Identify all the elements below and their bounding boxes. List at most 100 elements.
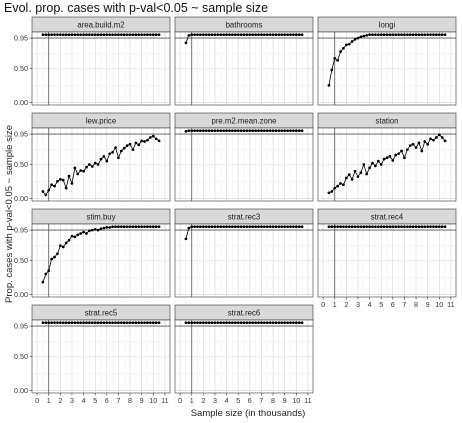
data-point	[376, 159, 380, 163]
data-point	[73, 166, 77, 170]
data-point	[50, 257, 53, 261]
data-point	[216, 321, 220, 325]
y-tick-label: 0.00	[14, 98, 28, 107]
x-tick-label: 11	[304, 396, 311, 405]
facet-panel-strat-rec4: strat.rec4 0 1 2 3 4 5 6 7 8 9 10 11	[317, 208, 457, 309]
data-point	[330, 68, 334, 72]
data-point	[262, 129, 266, 133]
data-point	[440, 225, 444, 229]
data-point	[397, 225, 400, 229]
data-point	[56, 33, 59, 37]
data-point	[344, 176, 348, 180]
data-point	[268, 225, 272, 229]
data-point	[151, 225, 155, 229]
data-point	[423, 225, 427, 229]
data-point	[111, 321, 114, 325]
panel-border	[317, 127, 457, 202]
data-point	[245, 321, 249, 325]
data-point	[283, 33, 287, 37]
data-point	[356, 36, 360, 40]
data-point	[61, 245, 65, 249]
data-point	[365, 172, 369, 176]
data-point	[70, 182, 74, 185]
data-point	[260, 225, 263, 229]
data-point	[70, 33, 74, 37]
data-point	[280, 321, 284, 325]
data-point	[397, 33, 400, 37]
facet-panel-bathrooms: bathrooms	[174, 16, 314, 106]
data-point	[280, 129, 284, 133]
data-point	[193, 225, 196, 229]
data-point	[201, 225, 205, 229]
data-point	[405, 148, 409, 151]
data-point	[339, 182, 342, 185]
data-point	[56, 252, 59, 256]
data-point	[432, 138, 435, 142]
data-point	[228, 33, 231, 37]
data-point	[400, 225, 403, 229]
data-point	[193, 33, 196, 37]
data-point	[140, 33, 144, 37]
data-point	[297, 33, 301, 37]
data-point	[90, 33, 94, 37]
data-point	[99, 321, 103, 325]
data-point	[119, 33, 123, 37]
data-point	[108, 321, 112, 325]
data-point	[385, 225, 389, 229]
data-point	[187, 129, 191, 133]
data-point	[58, 321, 62, 325]
data-point	[47, 188, 51, 192]
data-point	[248, 225, 252, 229]
data-point	[53, 321, 56, 325]
data-point	[394, 225, 398, 229]
data-point	[196, 225, 199, 229]
data-point	[382, 157, 386, 161]
data-point	[350, 40, 354, 43]
data-point	[219, 225, 223, 229]
data-point	[262, 33, 266, 37]
data-point	[236, 33, 240, 37]
data-point	[114, 225, 117, 229]
data-point	[219, 33, 223, 37]
data-point	[122, 146, 126, 150]
data-point	[327, 84, 331, 87]
data-point	[242, 321, 246, 325]
data-point	[199, 225, 202, 229]
panel-border	[174, 319, 314, 394]
data-point	[374, 225, 377, 229]
data-point	[362, 163, 366, 166]
data-point	[432, 225, 435, 229]
facet-panel-area-build-m2: area.build.m2 0.00 0.50 0.95	[14, 16, 171, 107]
data-point	[382, 225, 386, 229]
data-point	[233, 129, 237, 133]
data-point	[300, 321, 304, 325]
panel-border	[174, 223, 314, 298]
data-point	[111, 33, 114, 37]
data-point	[96, 163, 100, 166]
x-tick-label: 4	[368, 300, 372, 309]
data-point	[44, 193, 48, 197]
y-tick-label: 0.50	[14, 160, 28, 169]
data-point	[417, 225, 421, 229]
data-point	[257, 225, 260, 229]
data-point	[154, 33, 158, 37]
data-point	[216, 129, 220, 133]
x-tick-label: 1	[333, 300, 337, 309]
data-point	[134, 225, 138, 229]
x-tick-label: 5	[379, 300, 383, 309]
data-point	[64, 186, 68, 190]
data-point	[105, 159, 109, 163]
data-point	[286, 33, 289, 37]
data-point	[50, 33, 53, 37]
data-point	[140, 139, 144, 143]
chart-title: Evol. prop. cases with p-val<0.05 ~ samp…	[4, 1, 268, 15]
data-point	[108, 33, 112, 37]
data-point	[239, 225, 243, 229]
panel-border	[174, 31, 314, 106]
data-point	[90, 165, 94, 168]
data-point	[339, 50, 342, 53]
data-point	[88, 163, 91, 166]
x-axis-title: Sample size (in thousands)	[191, 408, 306, 419]
data-point	[53, 255, 56, 259]
data-point	[47, 33, 51, 37]
